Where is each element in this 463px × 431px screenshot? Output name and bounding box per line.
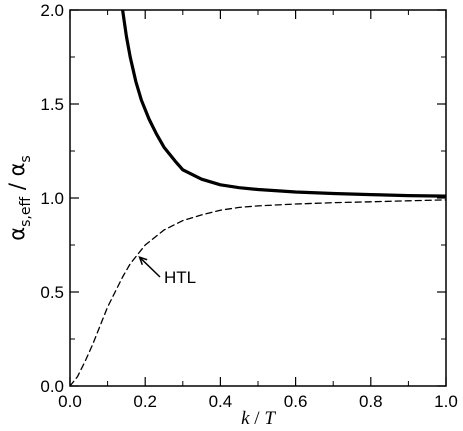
- htl-annotation-label: HTL: [164, 268, 196, 287]
- htl-annotation-arrowhead: [138, 256, 148, 265]
- y-tick-label: 0.0: [40, 377, 64, 396]
- labels-layer: 0.0 0.2 0.4 0.6 0.8 1.0 0.0 0.5 1.0 1.5 2.0 HTL k / …: [5, 1, 458, 429]
- htl-annotation-arrow: [139, 256, 161, 278]
- series-layer: [70, 10, 446, 386]
- x-tick-label: 1.0: [434, 392, 458, 411]
- effective-coupling-curve: [121, 10, 446, 198]
- x-axis-label: k / T: [241, 408, 276, 429]
- y-tick-label: 0.5: [40, 283, 64, 302]
- y-tick-label: 2.0: [40, 1, 64, 20]
- plot-frame: [69, 9, 447, 387]
- axes-layer: [69, 9, 447, 387]
- y-axis-label-text: αs,eff / αs: [5, 155, 34, 240]
- x-tick-label: 0.0: [58, 392, 82, 411]
- y-axis-label: αs,eff / αs: [5, 155, 34, 240]
- x-tick-label: 0.8: [359, 392, 383, 411]
- y-tick-label: 1.0: [40, 189, 64, 208]
- x-tick-label: 0.2: [133, 392, 157, 411]
- htl-curve: [70, 199, 446, 386]
- x-tick-label: 0.6: [284, 392, 308, 411]
- x-tick-label: 0.4: [209, 392, 233, 411]
- y-tick-label: 1.5: [40, 95, 64, 114]
